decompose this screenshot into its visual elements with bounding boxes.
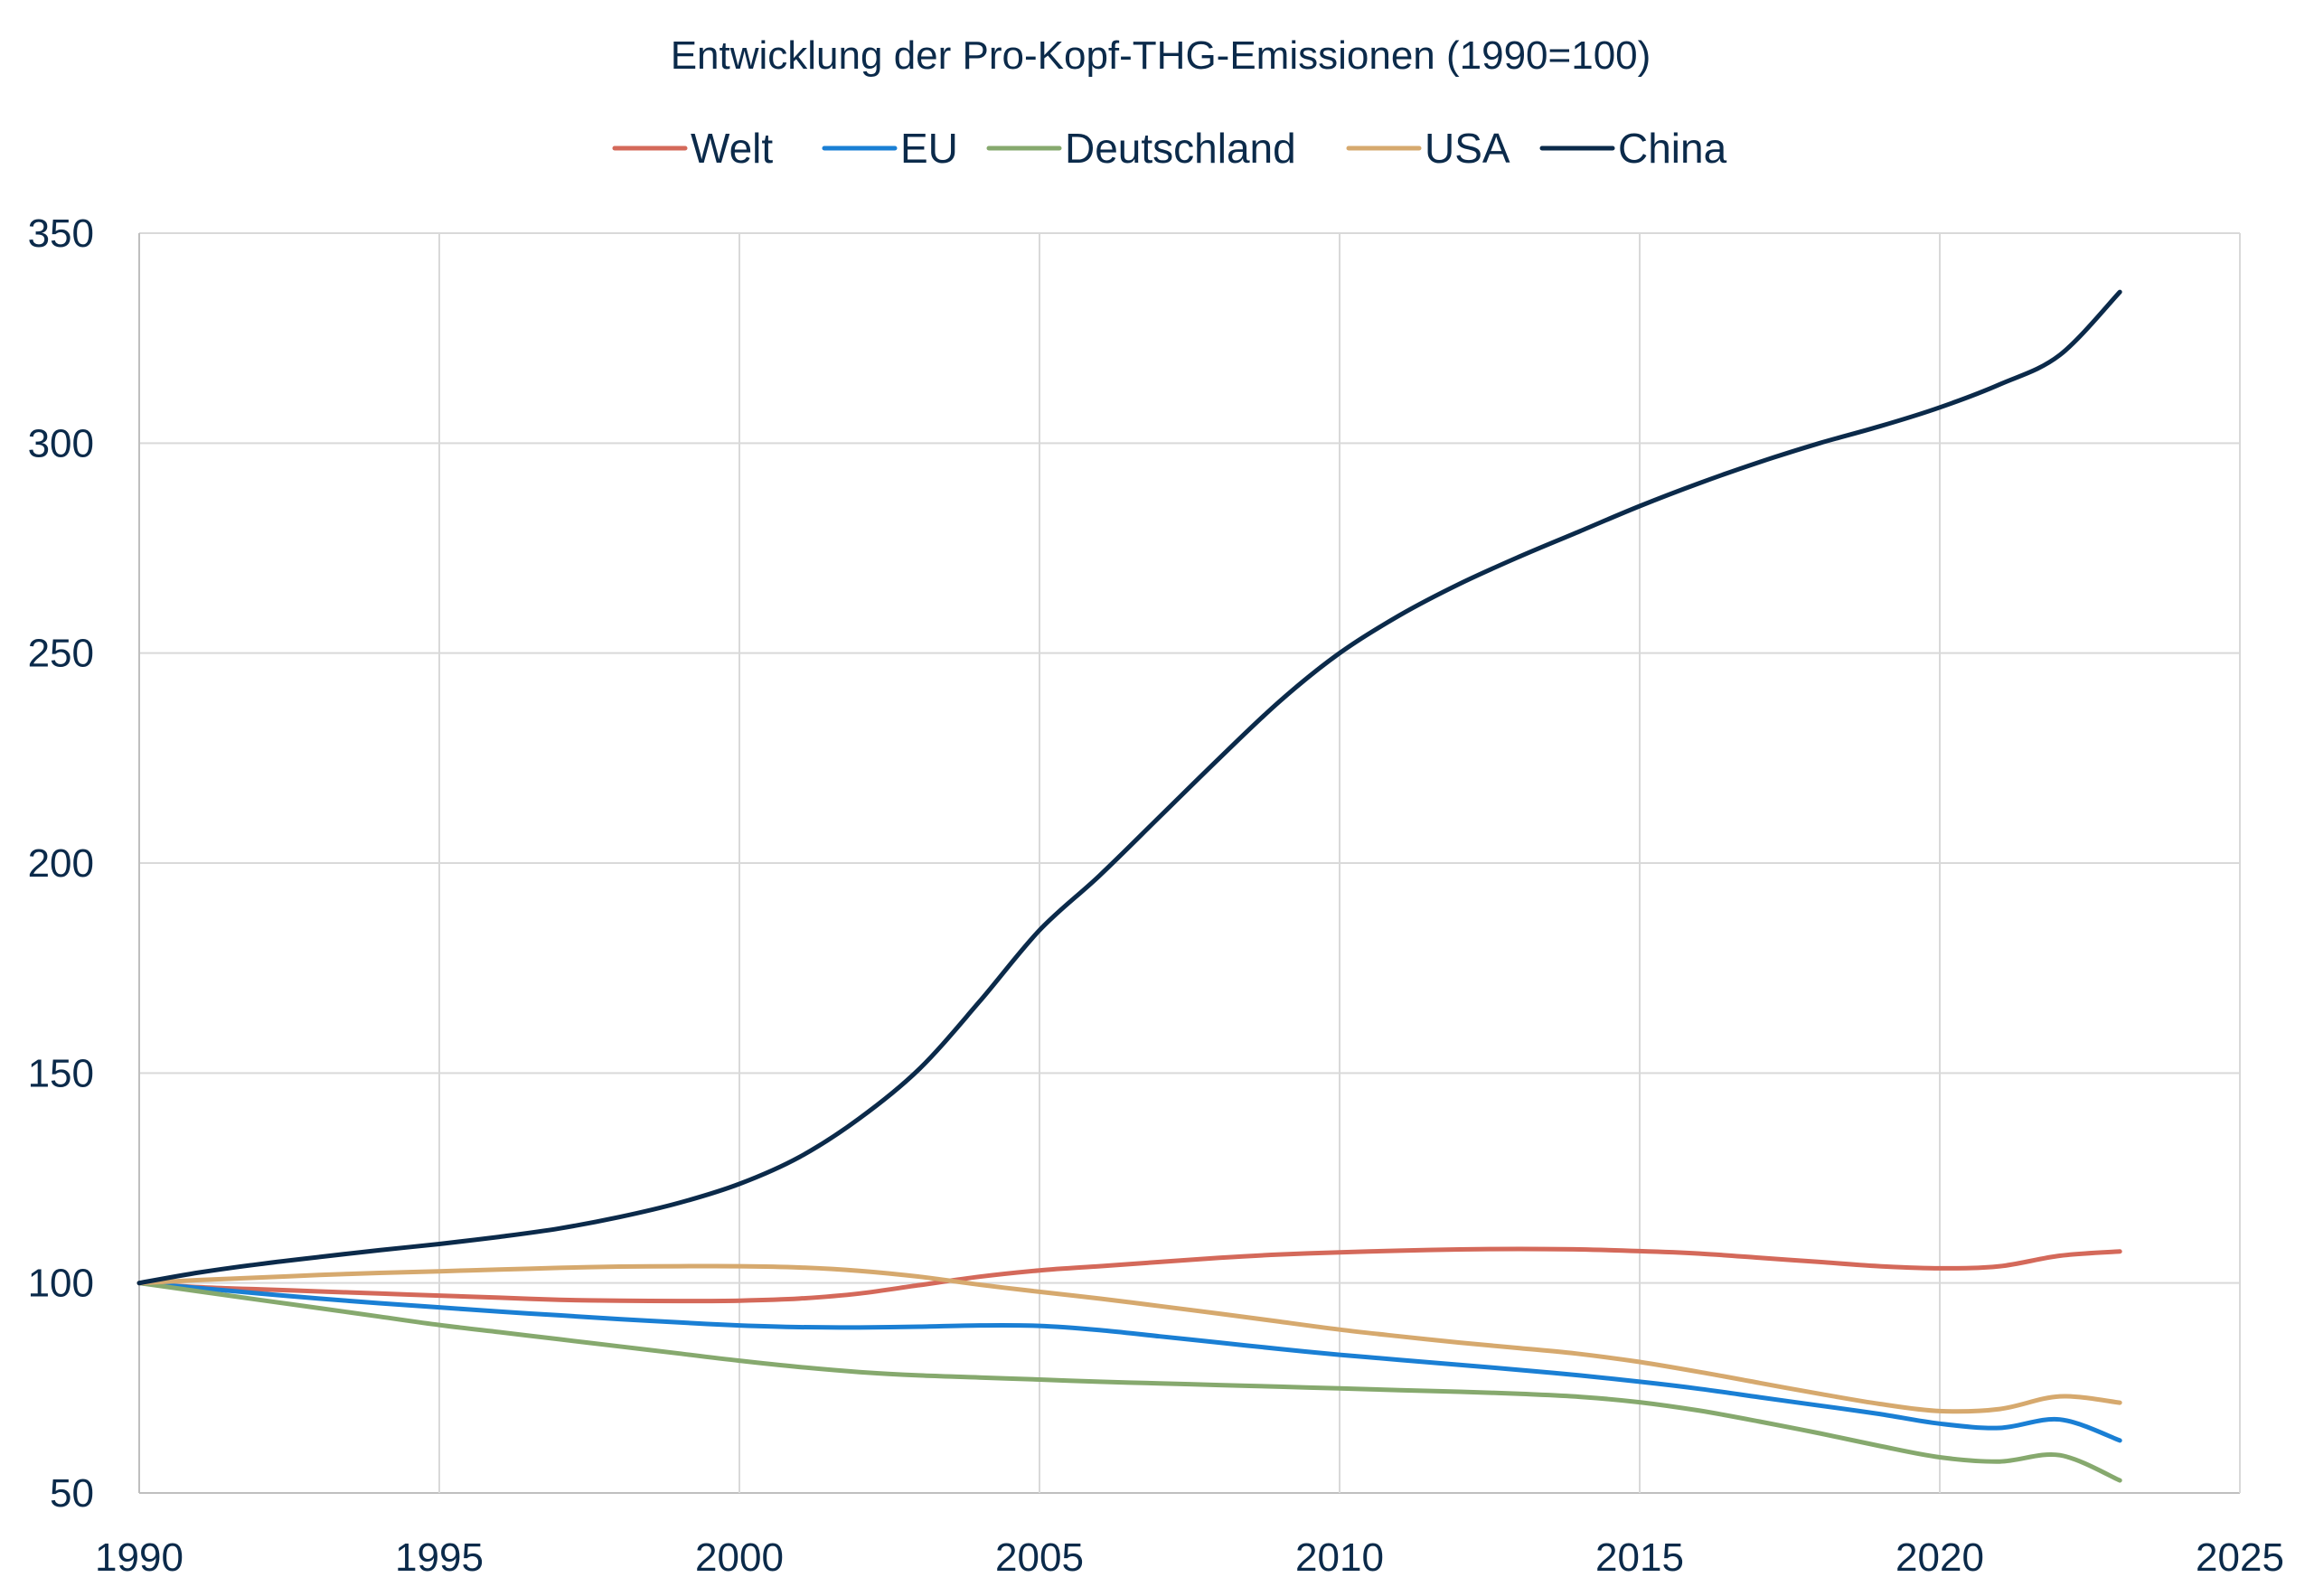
legend-label-usa: USA <box>1425 125 1510 172</box>
x-tick-label: 1995 <box>395 1535 484 1580</box>
x-tick-label: 2025 <box>2196 1535 2284 1580</box>
series-line-welt <box>136 1246 2122 1304</box>
legend-label-eu: EU <box>900 125 958 172</box>
x-tick-label: 2000 <box>695 1535 784 1580</box>
y-tick-label: 250 <box>28 632 94 676</box>
y-tick-label: 200 <box>28 841 94 886</box>
y-tick-label: 150 <box>28 1051 94 1095</box>
series-line-eu <box>136 1281 2122 1443</box>
legend-label-welt: Welt <box>691 125 773 172</box>
y-tick-label: 100 <box>28 1262 94 1306</box>
y-tick-label: 50 <box>50 1471 94 1516</box>
x-tick-label: 2010 <box>1295 1535 1384 1580</box>
y-tick-label: 350 <box>28 211 94 256</box>
series-line-china <box>136 289 2122 1286</box>
series-line-usa <box>136 1263 2122 1414</box>
series-line-deutschland <box>136 1281 2122 1483</box>
chart-title: Entwicklung der Pro-Kopf-THG-Emissionen … <box>671 33 1651 78</box>
x-tick-label: 1990 <box>95 1535 183 1580</box>
legend-label-deutschland: Deutschland <box>1065 125 1296 172</box>
x-tick-label: 2015 <box>1595 1535 1684 1580</box>
y-tick-label: 300 <box>28 421 94 465</box>
legend-label-china: China <box>1618 125 1727 172</box>
x-tick-label: 2005 <box>995 1535 1084 1580</box>
legend: Welt EU Deutschland USA China <box>612 125 1727 172</box>
x-tick-label: 2020 <box>1895 1535 1984 1580</box>
grid <box>138 232 2241 1494</box>
x-axis-ticks: 1990 1995 2000 2005 2010 2015 2020 2025 <box>95 1535 2284 1580</box>
y-axis-ticks: 50 100 150 200 250 300 350 <box>28 211 94 1516</box>
series-lines <box>136 289 2122 1483</box>
